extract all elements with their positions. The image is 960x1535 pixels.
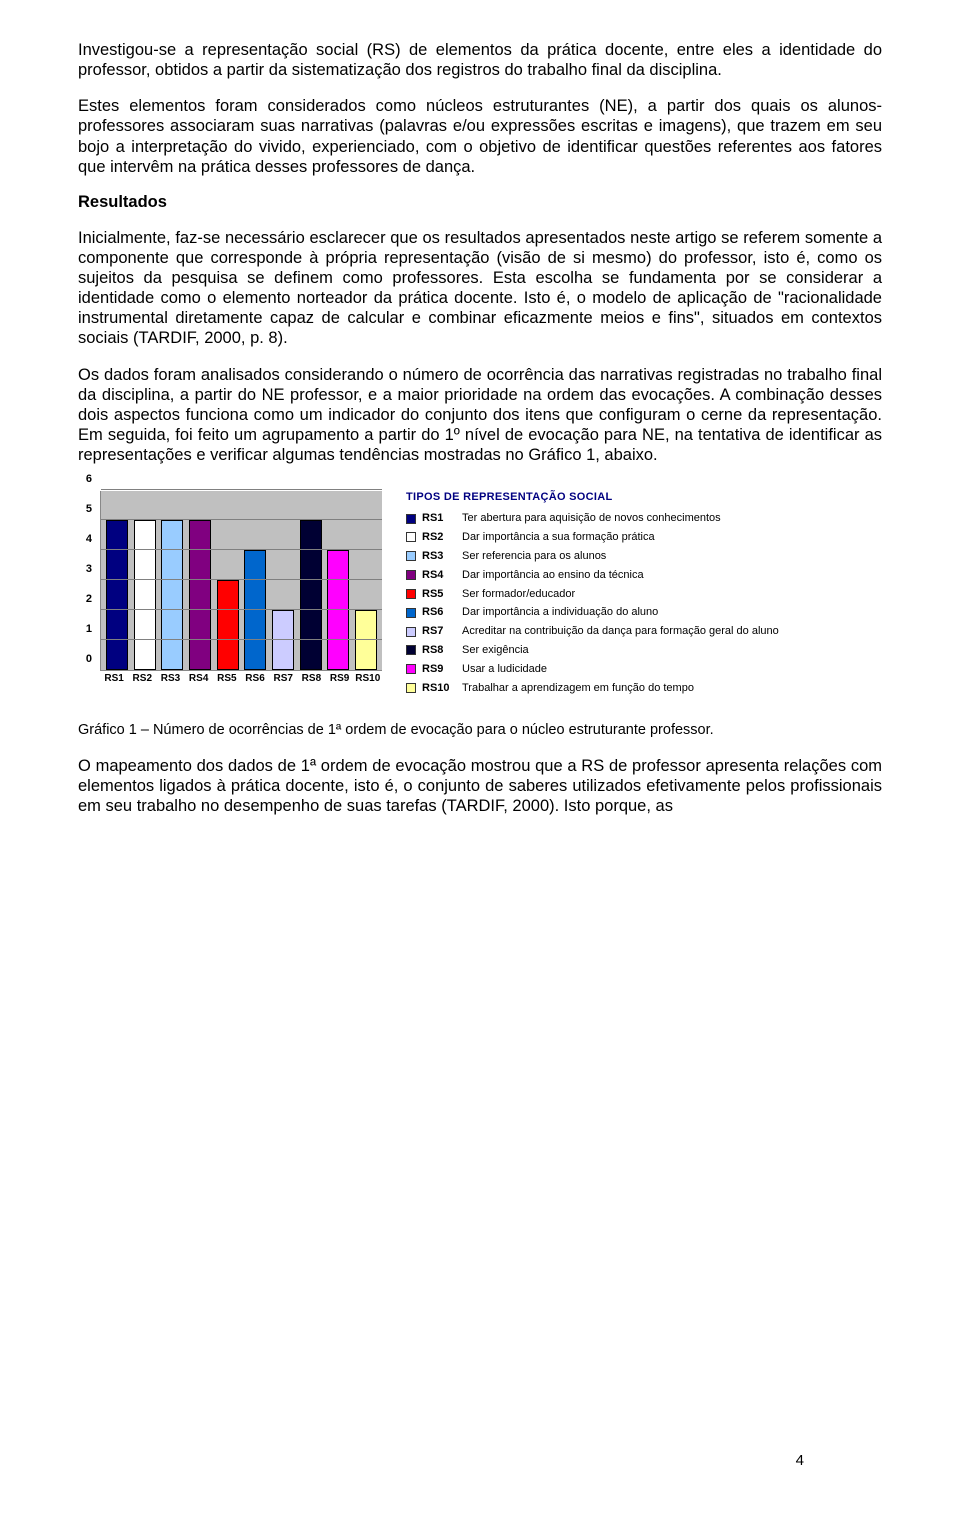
legend-swatch bbox=[406, 532, 416, 542]
legend-swatch bbox=[406, 645, 416, 655]
chart-legend: TIPOS DE REPRESENTAÇÃO SOCIAL RS1 Ter abe… bbox=[406, 491, 882, 699]
legend-row: RS6 Dar importância a individuação do alu… bbox=[406, 605, 882, 620]
legend-swatch bbox=[406, 514, 416, 524]
paragraph-2: Estes elementos foram considerados como … bbox=[78, 96, 882, 177]
bar bbox=[355, 610, 377, 670]
grid-line bbox=[101, 639, 382, 640]
legend-description: Dar importância a individuação do aluno bbox=[462, 605, 882, 620]
legend-code: RS9 bbox=[422, 662, 456, 677]
x-tick: RS10 bbox=[355, 673, 381, 691]
paragraph-1: Investigou-se a representação social (RS… bbox=[78, 40, 882, 80]
legend-code: RS4 bbox=[422, 568, 456, 583]
legend-description: Ser exigência bbox=[462, 643, 882, 658]
legend-swatch bbox=[406, 664, 416, 674]
heading-resultados: Resultados bbox=[78, 193, 882, 212]
legend-code: RS10 bbox=[422, 681, 456, 696]
bar bbox=[244, 550, 266, 670]
x-tick: RS5 bbox=[214, 673, 240, 691]
legend-row: RS8 Ser exigência bbox=[406, 643, 882, 658]
legend-code: RS5 bbox=[422, 587, 456, 602]
y-axis: 0123456 bbox=[78, 491, 96, 671]
legend-title: TIPOS DE REPRESENTAÇÃO SOCIAL bbox=[406, 491, 882, 503]
grid-line bbox=[101, 489, 382, 490]
legend-description: Dar importância ao ensino da técnica bbox=[462, 568, 882, 583]
bars-group bbox=[101, 491, 382, 670]
legend-row: RS5 Ser formador/educador bbox=[406, 587, 882, 602]
legend-description: Trabalhar a aprendizagem em função do te… bbox=[462, 681, 882, 696]
legend-code: RS2 bbox=[422, 530, 456, 545]
legend-swatch bbox=[406, 683, 416, 693]
legend-description: Ser referencia para os alunos bbox=[462, 549, 882, 564]
bar bbox=[189, 520, 211, 670]
legend-description: Ter abertura para aquisição de novos con… bbox=[462, 511, 882, 526]
legend-row: RS2 Dar importância a sua formação prátic… bbox=[406, 530, 882, 545]
x-tick: RS1 bbox=[101, 673, 127, 691]
x-tick: RS8 bbox=[298, 673, 324, 691]
grid-line bbox=[101, 519, 382, 520]
legend-row: RS4 Dar importância ao ensino da técnica bbox=[406, 568, 882, 583]
grid-line bbox=[101, 549, 382, 550]
legend-row: RS7 Acreditar na contribuição da dança pa… bbox=[406, 624, 882, 639]
legend-description: Usar a ludicidade bbox=[462, 662, 882, 677]
legend-swatch bbox=[406, 551, 416, 561]
chart-caption: Gráfico 1 – Número de ocorrências de 1ª … bbox=[78, 722, 882, 738]
bar bbox=[300, 520, 322, 670]
x-axis: RS1RS2RS3RS4RS5RS6RS7RS8RS9RS10 bbox=[100, 673, 382, 691]
x-tick: RS9 bbox=[327, 673, 353, 691]
legend-code: RS8 bbox=[422, 643, 456, 658]
bar bbox=[272, 610, 294, 670]
legend-description: Dar importância a sua formação prática bbox=[462, 530, 882, 545]
bar bbox=[106, 520, 128, 670]
legend-row: RS9 Usar a ludicidade bbox=[406, 662, 882, 677]
bar-chart: 0123456 RS1RS2RS3RS4RS5RS6RS7RS8RS9RS10 bbox=[78, 491, 388, 691]
y-tick: 4 bbox=[86, 533, 92, 545]
bar bbox=[327, 550, 349, 670]
grid-line bbox=[101, 609, 382, 610]
x-tick: RS6 bbox=[242, 673, 268, 691]
legend-swatch bbox=[406, 589, 416, 599]
legend-code: RS7 bbox=[422, 624, 456, 639]
legend-description: Ser formador/educador bbox=[462, 587, 882, 602]
bar bbox=[161, 520, 183, 670]
y-tick: 3 bbox=[86, 563, 92, 575]
legend-code: RS1 bbox=[422, 511, 456, 526]
y-tick: 5 bbox=[86, 503, 92, 515]
page-number: 4 bbox=[796, 1452, 804, 1469]
y-tick: 2 bbox=[86, 593, 92, 605]
paragraph-3: Inicialmente, faz-se necessário esclarec… bbox=[78, 228, 882, 349]
bar bbox=[134, 520, 156, 670]
bar bbox=[217, 580, 239, 670]
y-tick: 6 bbox=[86, 473, 92, 485]
legend-description: Acreditar na contribuição da dança para … bbox=[462, 624, 882, 639]
paragraph-5: O mapeamento dos dados de 1ª ordem de ev… bbox=[78, 756, 882, 816]
grid-line bbox=[101, 579, 382, 580]
x-tick: RS4 bbox=[186, 673, 212, 691]
legend-code: RS3 bbox=[422, 549, 456, 564]
chart-container: 0123456 RS1RS2RS3RS4RS5RS6RS7RS8RS9RS10 … bbox=[78, 491, 882, 699]
legend-swatch bbox=[406, 608, 416, 618]
plot-area bbox=[100, 491, 382, 671]
x-tick: RS3 bbox=[157, 673, 183, 691]
legend-row: RS3 Ser referencia para os alunos bbox=[406, 549, 882, 564]
paragraph-4: Os dados foram analisados considerando o… bbox=[78, 365, 882, 466]
x-tick: RS7 bbox=[270, 673, 296, 691]
legend-row: RS1 Ter abertura para aquisição de novos … bbox=[406, 511, 882, 526]
legend-swatch bbox=[406, 627, 416, 637]
y-tick: 1 bbox=[86, 623, 92, 635]
legend-code: RS6 bbox=[422, 605, 456, 620]
legend-row: RS10 Trabalhar a aprendizagem em função d… bbox=[406, 681, 882, 696]
x-tick: RS2 bbox=[129, 673, 155, 691]
y-tick: 0 bbox=[86, 653, 92, 665]
legend-swatch bbox=[406, 570, 416, 580]
